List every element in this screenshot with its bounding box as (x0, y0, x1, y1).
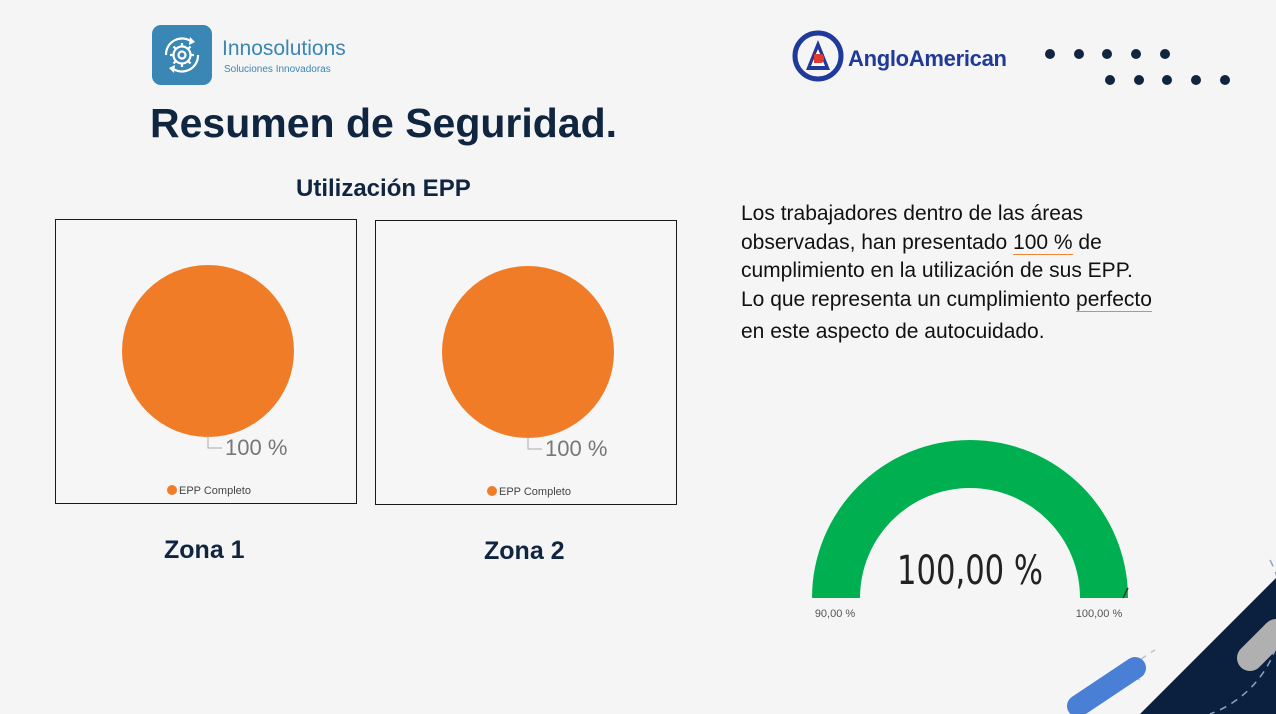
gear-refresh-icon (164, 37, 200, 73)
pie-chart-zone2: 100 % EPP Completo (375, 220, 677, 505)
summary-highlight: 100 % (1013, 230, 1073, 255)
innosolutions-brand-name: Innosolutions (222, 37, 346, 60)
data-label-leader (527, 437, 542, 450)
legend-swatch (167, 485, 177, 495)
summary-line: Los trabajadores dentro de las áreas (741, 202, 1084, 225)
anglo-american-logo-icon (792, 30, 844, 82)
gauge-chart: 100,00 % 90,00 % 100,00 % (812, 440, 1129, 620)
pie-chart-svg: 100 % EPP Completo (122, 265, 294, 497)
gauge-value-arc (812, 440, 1128, 598)
pie-slice-epp-completo (442, 266, 614, 438)
legend-label: EPP Completo (499, 486, 571, 498)
decorative-dots (1045, 49, 1230, 85)
pie-chart-zone1: 100 % EPP Completo (55, 219, 357, 504)
data-label-leader (207, 436, 222, 449)
section-title: Utilización EPP (296, 175, 471, 202)
legend-label: EPP Completo (179, 485, 251, 497)
zone2-label: Zona 2 (484, 537, 565, 565)
page-title: Resumen de Seguridad. (150, 100, 618, 146)
pie-slice-epp-completo (122, 265, 294, 437)
summary-line: cumplimiento en la utilización de sus EP… (741, 259, 1133, 282)
decorative-corner (1067, 559, 1276, 714)
summary-line: en este aspecto de autocuidado. (741, 320, 1045, 343)
innosolutions-logo-icon (152, 25, 212, 85)
gauge-target-tick (1122, 587, 1129, 599)
anglo-american-brand-name: AngloAmerican (848, 46, 1007, 71)
gauge-min-label: 90,00 % (815, 608, 856, 620)
summary-line: observadas, han presentado 100 % de (741, 229, 1241, 258)
summary-text-fragment: Lo que representa un cumplimiento (741, 287, 1077, 311)
summary-text: Los trabajadores dentro de las áreas obs… (741, 200, 1241, 347)
summary-text-fragment: de (1072, 230, 1102, 254)
data-label-value: 100 % (225, 435, 287, 460)
gauge-value-label: 100,00 % (897, 548, 1043, 594)
summary-line: Lo que representa un cumplimiento perfec… (741, 286, 1241, 315)
gauge-max-label: 100,00 % (1076, 608, 1123, 620)
data-label-value: 100 % (545, 436, 607, 461)
summary-text-fragment: observadas, han presentado (741, 230, 1014, 254)
summary-highlight: perfecto (1076, 287, 1152, 312)
innosolutions-tagline: Soluciones Innovadoras (224, 64, 331, 75)
pie-chart-svg: 100 % EPP Completo (442, 266, 614, 498)
legend-swatch (487, 486, 497, 496)
zone1-label: Zona 1 (164, 536, 245, 564)
